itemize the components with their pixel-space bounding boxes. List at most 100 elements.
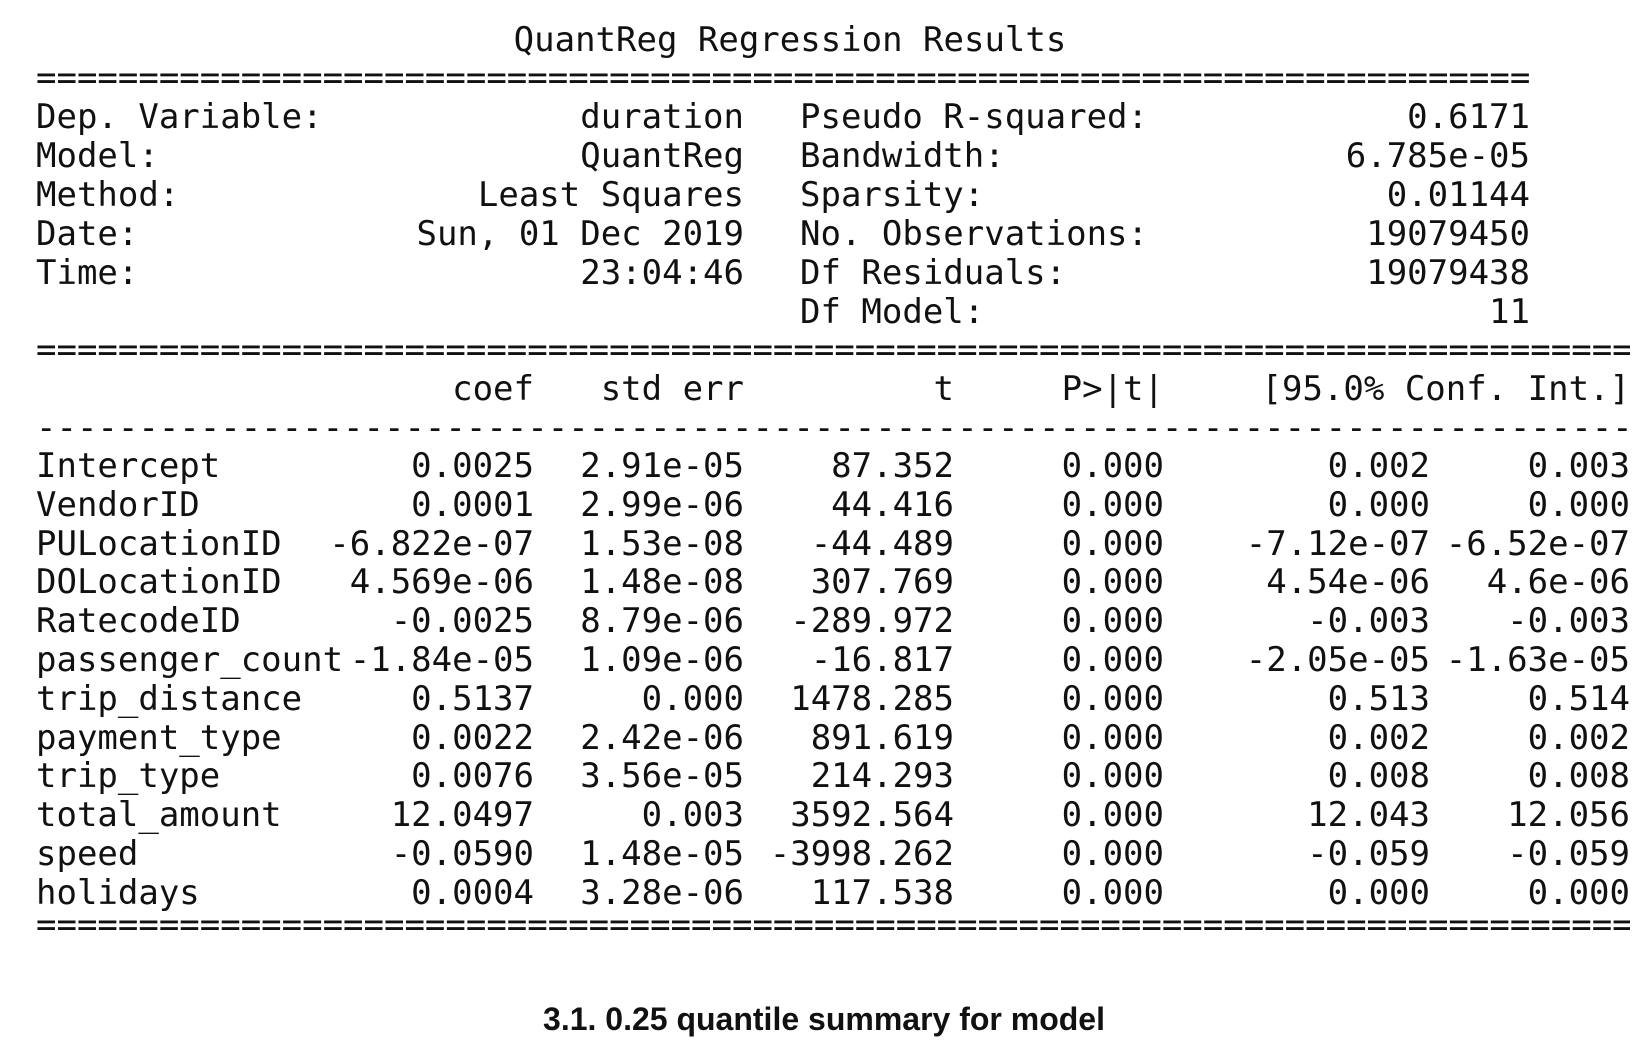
info-value-df-residuals: 19079438 bbox=[1366, 253, 1530, 293]
info-value-sparsity: 0.01144 bbox=[1386, 175, 1530, 215]
row-coef: 4.569e-06 bbox=[349, 562, 534, 602]
row-t-stat: -289.972 bbox=[790, 601, 954, 641]
row-coef: 0.0022 bbox=[411, 718, 534, 758]
row-std-err: 1.53e-08 bbox=[580, 524, 744, 564]
row-t-stat: 44.416 bbox=[831, 485, 954, 525]
row-ci-upper: 0.003 bbox=[1527, 446, 1630, 486]
row-p-value: 0.000 bbox=[1061, 562, 1164, 602]
row-coef: 12.0497 bbox=[390, 795, 534, 835]
row-std-err: 0.000 bbox=[641, 679, 744, 719]
row-p-value: 0.000 bbox=[1061, 834, 1164, 874]
info-value-time: 23:04:46 bbox=[580, 253, 744, 293]
column-header-coef: coef bbox=[452, 369, 534, 409]
row-t-stat: 891.619 bbox=[810, 718, 954, 758]
double-rule-top: ========================================… bbox=[36, 58, 1530, 98]
info-label-df-model: Df Model: bbox=[800, 292, 985, 332]
figure-caption: 3.1. 0.25 quantile summary for model bbox=[543, 1001, 1105, 1037]
row-ci-lower: 12.043 bbox=[1307, 795, 1430, 835]
info-label-no-observations: No. Observations: bbox=[800, 214, 1148, 254]
row-coef: -0.0590 bbox=[390, 834, 534, 874]
row-variable-name: holidays bbox=[36, 873, 200, 913]
row-ci-upper: -6.52e-07 bbox=[1445, 524, 1630, 564]
info-value-date: Sun, 01 Dec 2019 bbox=[416, 214, 744, 254]
row-t-stat: -3998.262 bbox=[769, 834, 954, 874]
info-value-bandwidth: 6.785e-05 bbox=[1345, 136, 1530, 176]
row-std-err: 3.28e-06 bbox=[580, 873, 744, 913]
row-ci-lower: 0.002 bbox=[1327, 446, 1430, 486]
row-t-stat: 307.769 bbox=[810, 562, 954, 602]
row-t-stat: -16.817 bbox=[810, 640, 954, 680]
row-ci-upper: 0.514 bbox=[1527, 679, 1630, 719]
row-ci-lower: 0.513 bbox=[1327, 679, 1430, 719]
row-ci-lower: -7.12e-07 bbox=[1245, 524, 1430, 564]
dashed-rule: ----------------------------------------… bbox=[36, 408, 1630, 448]
row-ci-upper: 4.6e-06 bbox=[1486, 562, 1630, 602]
row-variable-name: trip_distance bbox=[36, 679, 303, 719]
row-variable-name: VendorID bbox=[36, 485, 200, 525]
column-header-std-err: std err bbox=[600, 369, 744, 409]
info-value-method: Least Squares bbox=[477, 175, 744, 215]
info-value-no-observations: 19079450 bbox=[1366, 214, 1530, 254]
info-label-pseudo-r-squared: Pseudo R-squared: bbox=[800, 97, 1148, 137]
row-coef: -0.0025 bbox=[390, 601, 534, 641]
row-ci-upper: 0.008 bbox=[1527, 756, 1630, 796]
info-label-model: Model: bbox=[36, 136, 159, 176]
info-label-bandwidth: Bandwidth: bbox=[800, 136, 1005, 176]
row-std-err: 1.48e-05 bbox=[580, 834, 744, 874]
info-label-date: Date: bbox=[36, 214, 139, 254]
row-variable-name: payment_type bbox=[36, 718, 282, 758]
info-label-method: Method: bbox=[36, 175, 180, 215]
row-variable-name: passenger_count bbox=[36, 640, 344, 680]
row-p-value: 0.000 bbox=[1061, 640, 1164, 680]
row-ci-upper: -0.003 bbox=[1507, 601, 1630, 641]
column-header-t: t bbox=[933, 369, 954, 409]
double-rule-bottom: ========================================… bbox=[36, 905, 1630, 945]
info-label-sparsity: Sparsity: bbox=[800, 175, 985, 215]
row-coef: 0.0004 bbox=[411, 873, 534, 913]
row-t-stat: 3592.564 bbox=[790, 795, 954, 835]
row-ci-upper: 0.002 bbox=[1527, 718, 1630, 758]
info-label-dep-variable: Dep. Variable: bbox=[36, 97, 323, 137]
row-p-value: 0.000 bbox=[1061, 485, 1164, 525]
row-ci-upper: 12.056 bbox=[1507, 795, 1630, 835]
double-rule-middle: ========================================… bbox=[36, 330, 1630, 370]
row-p-value: 0.000 bbox=[1061, 873, 1164, 913]
row-variable-name: trip_type bbox=[36, 756, 221, 796]
row-variable-name: Intercept bbox=[36, 446, 221, 486]
row-std-err: 2.42e-06 bbox=[580, 718, 744, 758]
row-ci-lower: 0.000 bbox=[1327, 873, 1430, 913]
row-p-value: 0.000 bbox=[1061, 524, 1164, 564]
row-ci-lower: -0.003 bbox=[1307, 601, 1430, 641]
row-ci-upper: -0.059 bbox=[1507, 834, 1630, 874]
row-variable-name: speed bbox=[36, 834, 139, 874]
row-coef: -1.84e-05 bbox=[349, 640, 534, 680]
row-ci-upper: -1.63e-05 bbox=[1445, 640, 1630, 680]
info-value-dep-variable: duration bbox=[580, 97, 744, 137]
row-ci-lower: -0.059 bbox=[1307, 834, 1430, 874]
row-t-stat: 1478.285 bbox=[790, 679, 954, 719]
row-p-value: 0.000 bbox=[1061, 756, 1164, 796]
row-variable-name: RatecodeID bbox=[36, 601, 241, 641]
row-std-err: 0.003 bbox=[641, 795, 744, 835]
row-p-value: 0.000 bbox=[1061, 795, 1164, 835]
row-variable-name: total_amount bbox=[36, 795, 282, 835]
row-coef: 0.5137 bbox=[411, 679, 534, 719]
table-title: QuantReg Regression Results bbox=[513, 20, 1067, 60]
row-coef: 0.0076 bbox=[411, 756, 534, 796]
row-std-err: 8.79e-06 bbox=[580, 601, 744, 641]
row-variable-name: PULocationID bbox=[36, 524, 282, 564]
row-ci-lower: 0.008 bbox=[1327, 756, 1430, 796]
row-ci-lower: 0.002 bbox=[1327, 718, 1430, 758]
info-label-df-residuals: Df Residuals: bbox=[800, 253, 1067, 293]
row-t-stat: 214.293 bbox=[810, 756, 954, 796]
row-ci-upper: 0.000 bbox=[1527, 873, 1630, 913]
row-ci-lower: 4.54e-06 bbox=[1266, 562, 1430, 602]
row-p-value: 0.000 bbox=[1061, 446, 1164, 486]
row-t-stat: 87.352 bbox=[831, 446, 954, 486]
info-value-model: QuantReg bbox=[580, 136, 744, 176]
row-ci-lower: 0.000 bbox=[1327, 485, 1430, 525]
row-ci-lower: -2.05e-05 bbox=[1245, 640, 1430, 680]
row-ci-upper: 0.000 bbox=[1527, 485, 1630, 525]
row-std-err: 1.09e-06 bbox=[580, 640, 744, 680]
row-coef: -6.822e-07 bbox=[329, 524, 534, 564]
